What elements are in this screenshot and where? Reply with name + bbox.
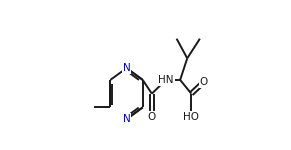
Text: HN: HN xyxy=(158,75,174,85)
Text: O: O xyxy=(200,77,208,87)
Text: N: N xyxy=(123,114,130,124)
Text: O: O xyxy=(148,112,156,122)
Text: HO: HO xyxy=(183,112,199,122)
Text: N: N xyxy=(123,63,130,73)
